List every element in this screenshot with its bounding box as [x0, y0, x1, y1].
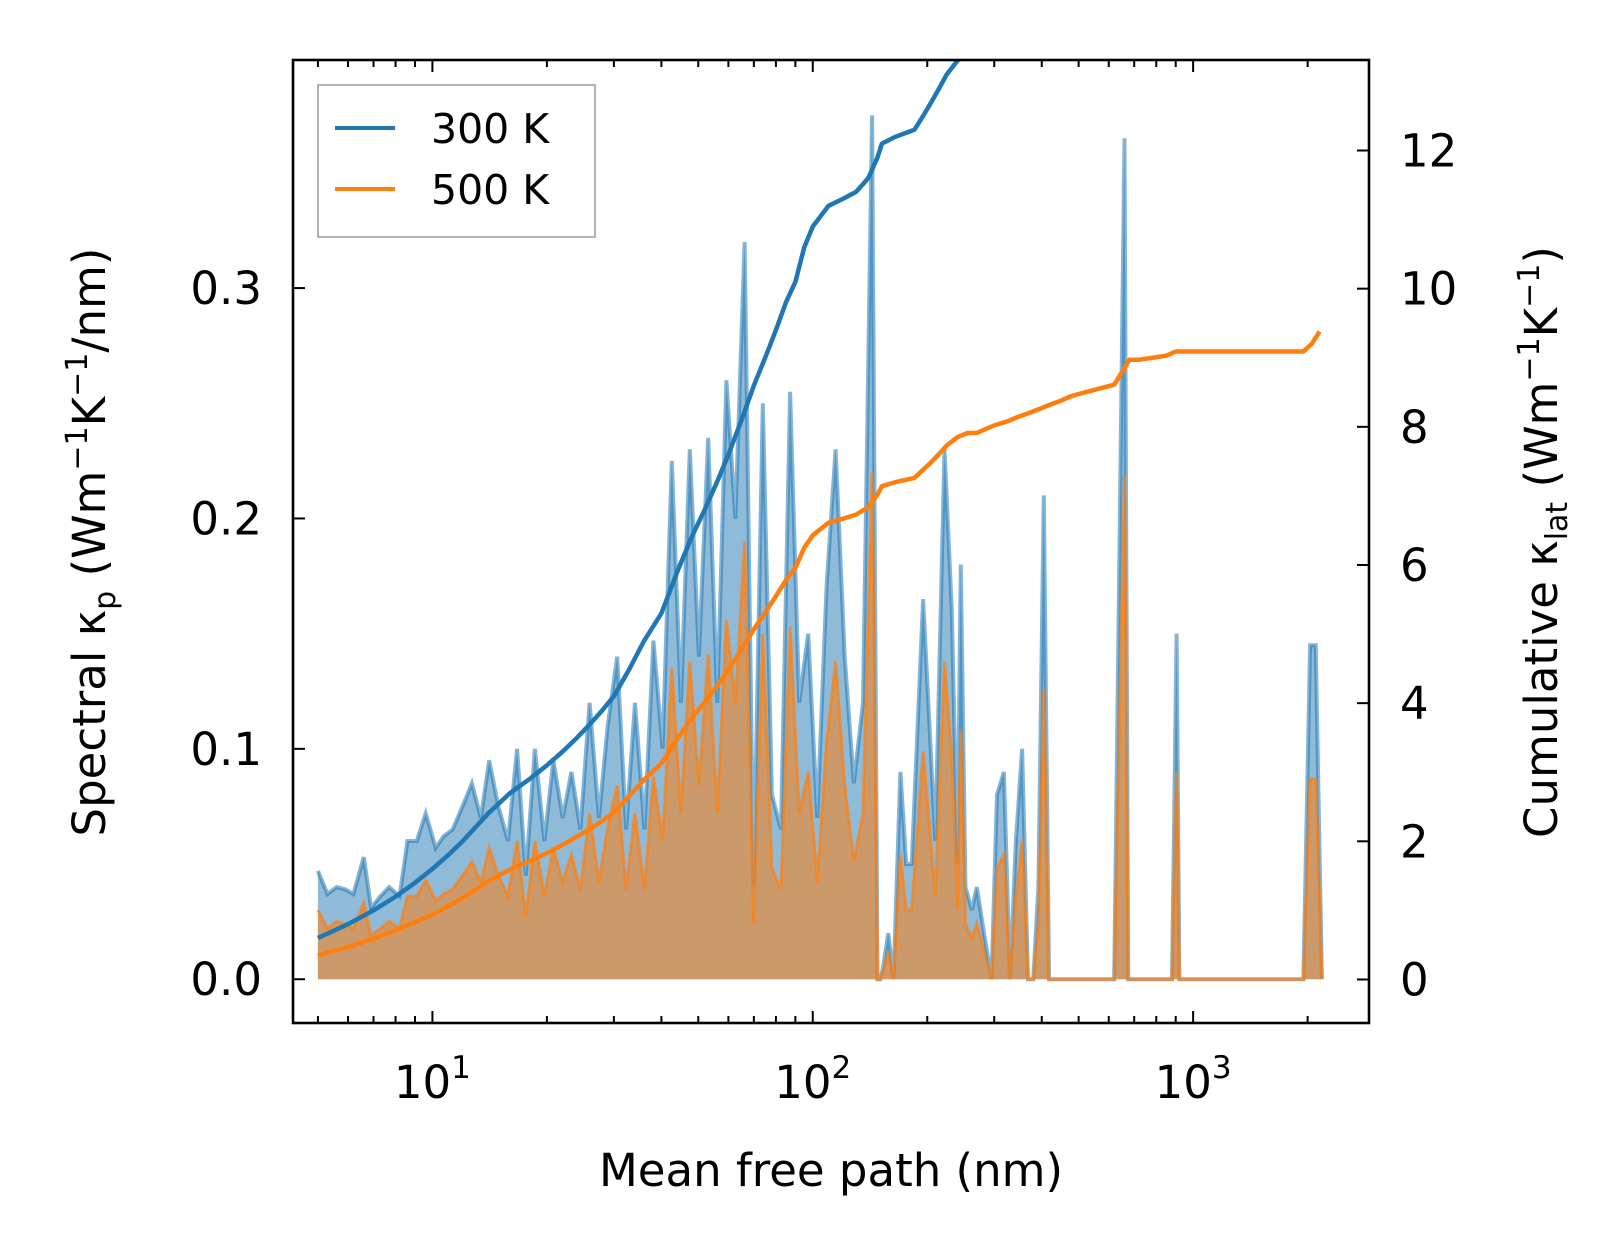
spectral-line-500k: [316, 472, 1324, 981]
legend-label-300k: 300 K: [431, 105, 550, 153]
right-y-axis-label: Cumulative κlat (Wm−1K−1): [1512, 246, 1575, 838]
left-y-tick-label: 0.0: [190, 953, 262, 1006]
left-y-tick-label: 0.2: [190, 492, 262, 545]
spectral-fill-500k: [317, 472, 1322, 980]
x-tick-label: 103: [1155, 1050, 1232, 1109]
right-y-tick-label: 12: [1400, 124, 1457, 177]
left-y-axis-label: Spectral κp (Wm−1K−1/nm): [60, 248, 123, 837]
x-tick-label: 102: [774, 1050, 851, 1109]
x-axis-ticks: 101 102 103: [316, 60, 1309, 1109]
x-axis-label: Mean free path (nm): [599, 1144, 1063, 1197]
left-y-tick-label: 0.1: [190, 723, 262, 776]
x-tick-label: 101: [394, 1050, 471, 1109]
right-y-tick-label: 8: [1400, 401, 1429, 454]
legend: 300 K 500 K: [317, 84, 596, 238]
right-y-tick-label: 10: [1400, 263, 1457, 316]
plot-area: [316, 60, 1324, 982]
cumulative-line-300k: [316, 60, 963, 941]
legend-label-500k: 500 K: [431, 166, 550, 214]
right-y-axis-ticks: 0 2 4 6 8 10 12: [1357, 124, 1457, 1006]
plot-frame: [291, 58, 1371, 1025]
left-y-axis-ticks: 0.0 0.1 0.2 0.3: [190, 262, 305, 1006]
right-y-tick-label: 2: [1400, 815, 1429, 868]
cumulative-line-500k: [317, 330, 1322, 958]
right-y-tick-label: 4: [1400, 677, 1429, 730]
right-y-tick-label: 6: [1400, 539, 1429, 592]
right-y-tick-label: 0: [1400, 953, 1429, 1006]
legend-frame: [317, 84, 596, 238]
left-y-tick-label: 0.3: [190, 262, 262, 315]
